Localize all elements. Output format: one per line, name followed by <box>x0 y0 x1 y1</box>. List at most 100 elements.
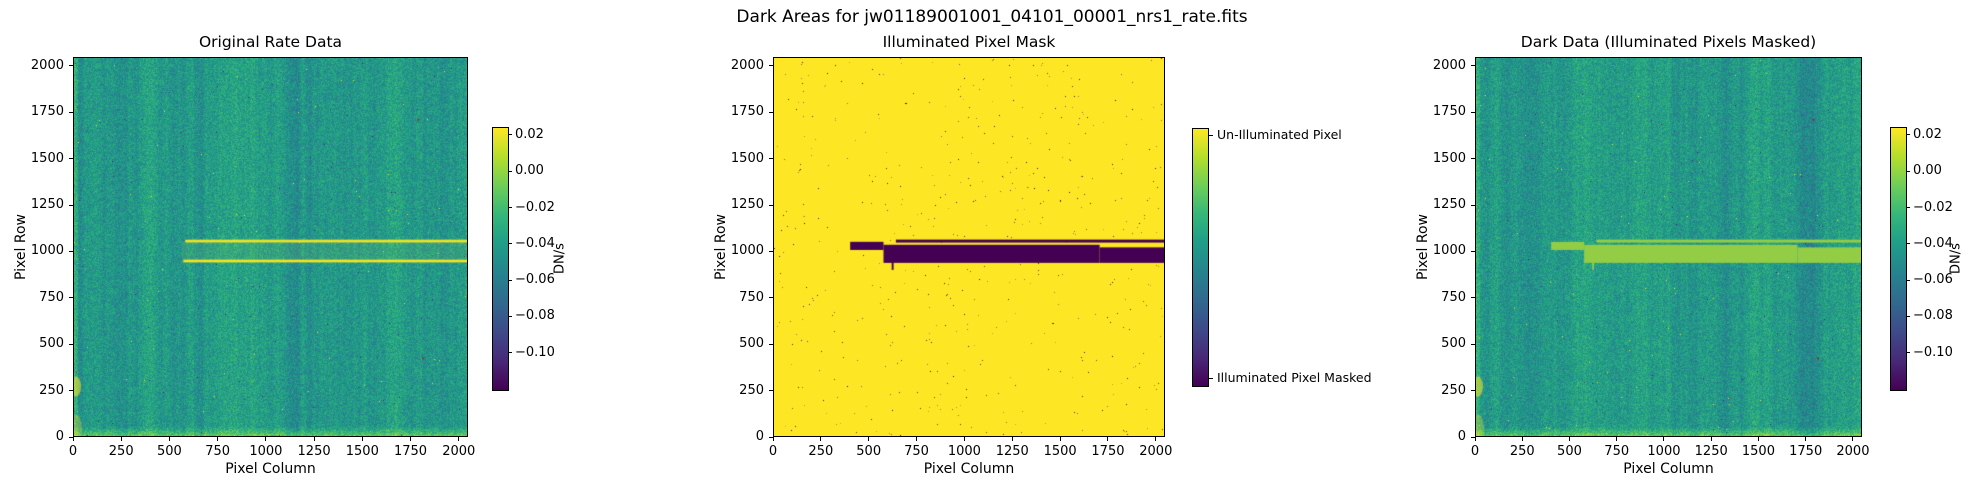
x-tick-label: 250 <box>108 444 134 459</box>
y-tick-mark <box>769 436 773 438</box>
x-tick-label: 0 <box>768 444 778 459</box>
y-tick-mark <box>1471 65 1475 67</box>
x-tick-label: 1500 <box>1741 444 1775 459</box>
y-tick-mark <box>1471 297 1475 299</box>
x-tick-mark <box>217 437 219 441</box>
x-tick-mark <box>458 437 460 441</box>
x-tick-label: 500 <box>157 444 182 459</box>
colorbar-tick-mark <box>509 207 512 209</box>
x-tick-mark <box>1521 437 1523 441</box>
figure-title: Dark Areas for jw01189001001_04101_00001… <box>736 7 1248 27</box>
y-tick-mark <box>769 343 773 345</box>
colorbar-tick-mark <box>1907 170 1910 172</box>
colorbar-tick-label: −0.08 <box>1913 308 1953 324</box>
y-tick-label: 500 <box>39 336 64 352</box>
x-tick-label: 1000 <box>947 444 981 459</box>
x-tick-label: 750 <box>205 444 231 459</box>
x-tick-mark <box>1474 437 1476 441</box>
y-tick-label: 1250 <box>1432 197 1466 213</box>
x-tick-label: 1250 <box>1694 444 1728 459</box>
colorbar-tick-mark <box>509 315 512 317</box>
colorbar-tick-mark <box>1907 243 1910 245</box>
colorbar-tick-label: −0.10 <box>515 344 555 360</box>
y-tick-label: 1500 <box>30 150 64 166</box>
y-tick-label: 0 <box>1457 429 1466 444</box>
x-axis-label: Pixel Column <box>225 461 316 477</box>
y-tick-label: 1750 <box>1432 104 1466 120</box>
colorbar-tick-mark <box>509 352 512 354</box>
x-tick-mark <box>313 437 315 441</box>
x-tick-label: 2000 <box>1836 444 1870 459</box>
x-tick-mark <box>1852 437 1854 441</box>
x-tick-label: 1500 <box>345 444 379 459</box>
y-tick-label: 1750 <box>30 104 64 120</box>
x-tick-mark <box>1616 437 1618 441</box>
colorbar-tick-mark <box>1907 134 1910 136</box>
colorbar-tick-label: −0.02 <box>515 199 555 215</box>
x-tick-label: 2000 <box>442 444 476 459</box>
colorbar-tick-mark <box>1209 377 1213 379</box>
y-tick-mark <box>69 111 73 113</box>
y-tick-mark <box>69 158 73 160</box>
x-tick-mark <box>916 437 918 441</box>
subplot-title: Illuminated Pixel Mask <box>882 33 1056 51</box>
x-tick-label: 1000 <box>249 444 283 459</box>
colorbar-tick-label: −0.04 <box>1913 235 1953 251</box>
colorbar-tick-label: −0.10 <box>1913 344 1953 360</box>
x-tick-mark <box>1568 437 1570 441</box>
x-tick-mark <box>1107 437 1109 441</box>
y-tick-mark <box>69 65 73 67</box>
x-tick-mark <box>1155 437 1157 441</box>
x-tick-mark <box>1710 437 1712 441</box>
x-tick-mark <box>820 437 822 441</box>
y-tick-label: 2000 <box>30 57 64 73</box>
y-tick-mark <box>69 343 73 345</box>
x-tick-mark <box>72 437 74 441</box>
y-tick-mark <box>1471 343 1475 345</box>
colorbar-tick-mark <box>509 279 512 281</box>
x-tick-mark <box>868 437 870 441</box>
x-tick-label: 250 <box>808 444 834 459</box>
y-tick-mark <box>1471 158 1475 160</box>
colorbar-tick-label: −0.02 <box>1913 199 1953 215</box>
x-tick-label: 2000 <box>1139 444 1173 459</box>
x-tick-mark <box>1059 437 1061 441</box>
y-tick-label: 2000 <box>1432 57 1466 73</box>
colorbar-tick-mark <box>509 134 512 136</box>
colorbar-tick-label: 0.02 <box>1913 126 1942 142</box>
subplot-title: Original Rate Data <box>198 33 343 51</box>
y-tick-label: 500 <box>1441 336 1466 352</box>
y-tick-label: 250 <box>39 382 64 398</box>
x-axis-label: Pixel Column <box>1623 461 1714 477</box>
x-axis-label: Pixel Column <box>923 461 1015 477</box>
colorbar <box>492 127 509 391</box>
x-tick-label: 1500 <box>1043 444 1077 459</box>
x-tick-mark <box>120 437 122 441</box>
x-tick-mark <box>410 437 412 441</box>
y-tick-mark <box>769 297 773 299</box>
colorbar <box>1890 127 1907 391</box>
colorbar <box>1192 128 1209 387</box>
x-tick-mark <box>963 437 965 441</box>
x-tick-mark <box>361 437 363 441</box>
y-tick-label: 1250 <box>730 197 764 213</box>
colorbar-bottom-label: Illuminated Pixel Masked <box>1217 370 1372 385</box>
y-tick-label: 1000 <box>730 243 764 259</box>
colorbar-tick-mark <box>1907 279 1910 281</box>
colorbar-tick-mark <box>1907 315 1910 317</box>
y-tick-mark <box>69 204 73 206</box>
rate-heatmap-image <box>74 58 467 436</box>
y-tick-mark <box>769 250 773 252</box>
x-tick-label: 250 <box>1509 444 1535 459</box>
colorbar-tick-label: −0.06 <box>1913 272 1953 288</box>
y-tick-mark <box>769 158 773 160</box>
x-tick-label: 1250 <box>995 444 1029 459</box>
y-tick-mark <box>69 250 73 252</box>
y-tick-mark <box>1471 390 1475 392</box>
colorbar-top-label: Un-Illuminated Pixel <box>1217 127 1342 142</box>
y-tick-label: 1000 <box>30 243 64 259</box>
y-tick-mark <box>769 111 773 113</box>
x-tick-label: 1250 <box>297 444 331 459</box>
colorbar-tick-mark <box>1907 207 1910 209</box>
